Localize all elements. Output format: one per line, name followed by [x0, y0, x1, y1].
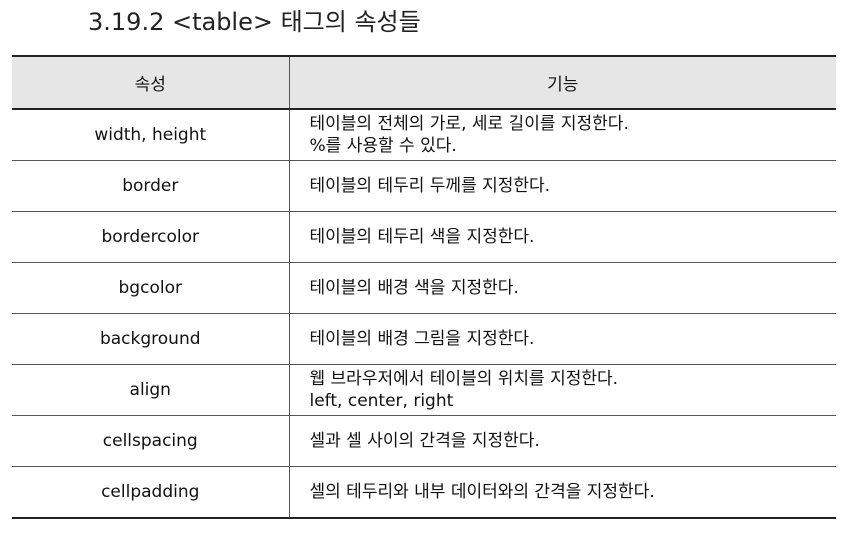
table-row: align 웹 브라우저에서 테이블의 위치를 지정한다. left, cent…: [12, 364, 836, 416]
table-header-row: 속성 기능: [12, 55, 836, 110]
table-row: width, height 테이블의 전체의 가로, 세로 길이를 지정한다. …: [12, 109, 836, 161]
attribute-description: 웹 브라우저에서 테이블의 위치를 지정한다. left, center, ri…: [289, 364, 836, 416]
description-line: %를 사용할 수 있다.: [309, 136, 457, 156]
description-line: 테이블의 배경 색을 지정한다.: [309, 278, 519, 298]
attribute-name: bgcolor: [12, 262, 290, 314]
description-line: 셀의 테두리와 내부 데이터와의 간격을 지정한다.: [309, 482, 655, 502]
attribute-name: cellspacing: [12, 415, 290, 467]
attribute-name: border: [12, 160, 290, 212]
description-line: 테이블의 테두리 두께를 지정한다.: [309, 176, 551, 196]
attribute-description: 테이블의 전체의 가로, 세로 길이를 지정한다. %를 사용할 수 있다.: [289, 109, 836, 161]
table-row: border 테이블의 테두리 두께를 지정한다.: [12, 160, 836, 212]
table-row: background 테이블의 배경 그림을 지정한다.: [12, 313, 836, 365]
attribute-name: width, height: [12, 109, 290, 161]
table-row: bordercolor 테이블의 테두리 색을 지정한다.: [12, 211, 836, 263]
page-title: 3.19.2 <table> 태그의 속성들: [88, 8, 421, 36]
attribute-description: 테이블의 테두리 두께를 지정한다.: [289, 160, 836, 212]
header-attribute: 속성: [12, 55, 290, 110]
description-line: 테이블의 테두리 색을 지정한다.: [309, 227, 535, 247]
description-line: left, center, right: [309, 391, 454, 411]
description-line: 셀과 셀 사이의 간격을 지정한다.: [309, 431, 540, 451]
header-function: 기능: [289, 55, 836, 110]
attribute-description: 테이블의 테두리 색을 지정한다.: [289, 211, 836, 263]
table-row: cellspacing 셀과 셀 사이의 간격을 지정한다.: [12, 415, 836, 467]
table-row: cellpadding 셀의 테두리와 내부 데이터와의 간격을 지정한다.: [12, 466, 836, 519]
attribute-description: 셀의 테두리와 내부 데이터와의 간격을 지정한다.: [289, 466, 836, 519]
attribute-description: 셀과 셀 사이의 간격을 지정한다.: [289, 415, 836, 467]
attribute-name: align: [12, 364, 290, 416]
description-line: 테이블의 배경 그림을 지정한다.: [309, 329, 535, 349]
attribute-name: background: [12, 313, 290, 365]
description-line: 웹 브라우저에서 테이블의 위치를 지정한다.: [309, 369, 619, 389]
attribute-name: cellpadding: [12, 466, 290, 519]
description-line: 테이블의 전체의 가로, 세로 길이를 지정한다.: [309, 114, 629, 134]
attributes-table: 속성 기능 width, height 테이블의 전체의 가로, 세로 길이를 …: [12, 55, 836, 519]
attribute-name: bordercolor: [12, 211, 290, 263]
attribute-description: 테이블의 배경 그림을 지정한다.: [289, 313, 836, 365]
table-row: bgcolor 테이블의 배경 색을 지정한다.: [12, 262, 836, 314]
attribute-description: 테이블의 배경 색을 지정한다.: [289, 262, 836, 314]
